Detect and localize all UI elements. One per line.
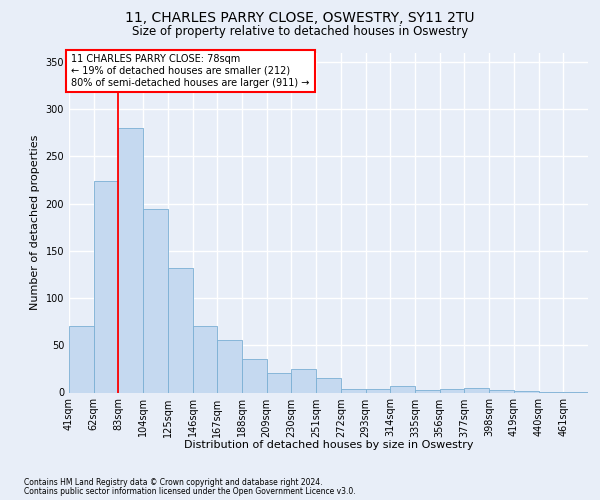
Bar [390, 386, 415, 392]
Bar [217, 340, 242, 392]
Bar [365, 388, 390, 392]
Y-axis label: Number of detached properties: Number of detached properties [30, 135, 40, 310]
Text: 11, CHARLES PARRY CLOSE, OSWESTRY, SY11 2TU: 11, CHARLES PARRY CLOSE, OSWESTRY, SY11 … [125, 11, 475, 25]
Bar [489, 390, 514, 392]
Bar [168, 268, 193, 392]
Bar [464, 388, 489, 392]
Bar [316, 378, 341, 392]
Bar [514, 390, 539, 392]
X-axis label: Distribution of detached houses by size in Oswestry: Distribution of detached houses by size … [184, 440, 473, 450]
Bar [440, 388, 464, 392]
Bar [193, 326, 217, 392]
Bar [292, 369, 316, 392]
Bar [341, 388, 365, 392]
Bar [415, 390, 440, 392]
Bar [242, 360, 267, 392]
Bar [69, 326, 94, 392]
Text: 11 CHARLES PARRY CLOSE: 78sqm
← 19% of detached houses are smaller (212)
80% of : 11 CHARLES PARRY CLOSE: 78sqm ← 19% of d… [71, 54, 310, 88]
Text: Contains HM Land Registry data © Crown copyright and database right 2024.: Contains HM Land Registry data © Crown c… [24, 478, 323, 487]
Text: Contains public sector information licensed under the Open Government Licence v3: Contains public sector information licen… [24, 487, 356, 496]
Bar [143, 210, 168, 392]
Bar [267, 372, 292, 392]
Bar [118, 128, 143, 392]
Bar [94, 181, 118, 392]
Text: Size of property relative to detached houses in Oswestry: Size of property relative to detached ho… [132, 25, 468, 38]
